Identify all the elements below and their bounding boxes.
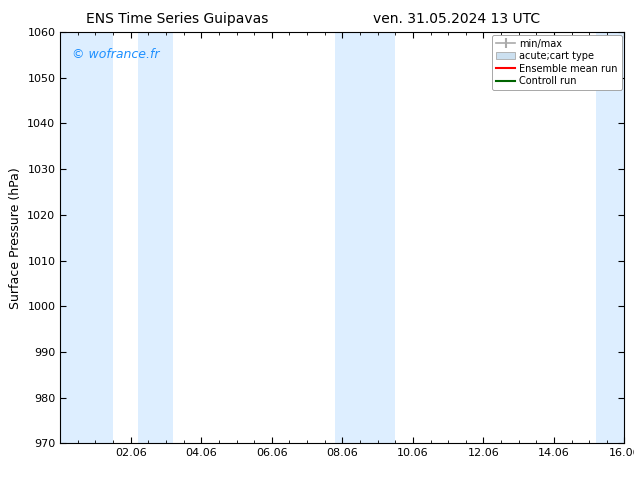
Legend: min/max, acute;cart type, Ensemble mean run, Controll run: min/max, acute;cart type, Ensemble mean …: [492, 35, 621, 90]
Bar: [138, 32, 173, 443]
Text: © wofrance.fr: © wofrance.fr: [72, 49, 159, 61]
Text: ven. 31.05.2024 13 UTC: ven. 31.05.2024 13 UTC: [373, 12, 540, 26]
Bar: [60, 32, 113, 443]
Bar: [596, 32, 624, 443]
Bar: [335, 32, 395, 443]
Text: ENS Time Series Guipavas: ENS Time Series Guipavas: [86, 12, 269, 26]
Y-axis label: Surface Pressure (hPa): Surface Pressure (hPa): [9, 167, 22, 309]
